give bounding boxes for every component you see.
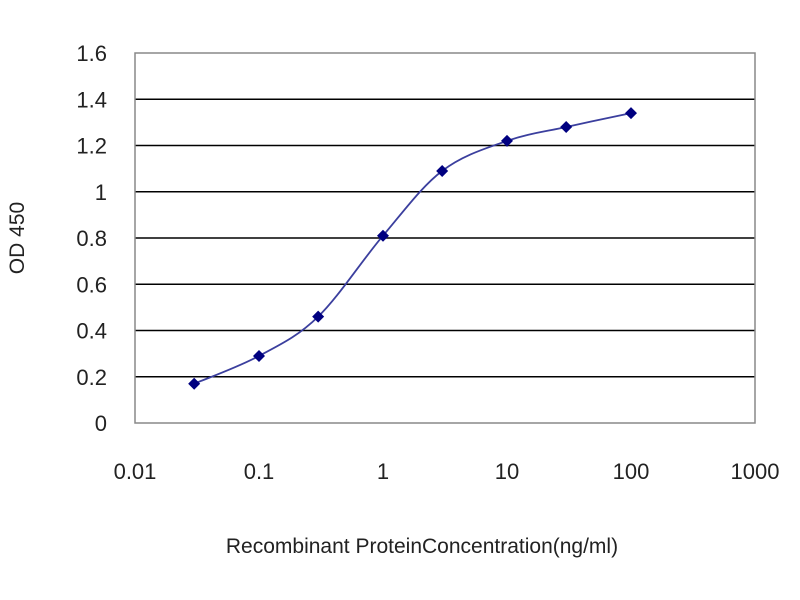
y-tick-label: 0.2	[76, 365, 107, 390]
y-tick-label: 1.6	[76, 41, 107, 66]
y-tick-label: 0.4	[76, 319, 107, 344]
y-tick-label: 0	[95, 411, 107, 436]
y-axis-title: OD 450	[6, 202, 29, 274]
x-tick-label: 1	[377, 459, 389, 484]
y-tick-label: 1	[95, 180, 107, 205]
y-tick-label: 0.8	[76, 226, 107, 251]
y-tick-label: 1.2	[76, 134, 107, 159]
data-point-marker	[436, 164, 449, 177]
data-point-marker	[188, 377, 201, 390]
x-tick-label: 10	[495, 459, 519, 484]
data-point-marker	[253, 349, 265, 362]
x-tick-label: 0.1	[244, 459, 275, 484]
series-layer	[188, 107, 637, 390]
x-tick-label: 100	[613, 459, 650, 484]
y-tick-label: 0.6	[76, 272, 107, 297]
data-point-marker	[625, 107, 637, 120]
y-tick-label: 1.4	[76, 87, 107, 112]
data-point-marker	[312, 310, 325, 323]
data-point-marker	[377, 229, 389, 242]
y-axis-tick-labels: 0 0.2 0.4 0.6 0.8 1 1.2 1.4 1.6	[76, 41, 107, 436]
horizontal-gridlines	[135, 98, 755, 378]
x-tick-label: 1000	[731, 459, 780, 484]
x-tick-label: 0.01	[114, 459, 157, 484]
data-point-marker	[501, 134, 513, 147]
data-point-marker	[560, 121, 573, 133]
plot-area	[134, 52, 756, 424]
x-axis-tick-labels: 0.01 0.1 1 10 100 1000	[114, 459, 780, 484]
x-axis-title: Recombinant ProteinConcentration(ng/ml)	[226, 535, 618, 558]
series-line	[193, 112, 632, 385]
